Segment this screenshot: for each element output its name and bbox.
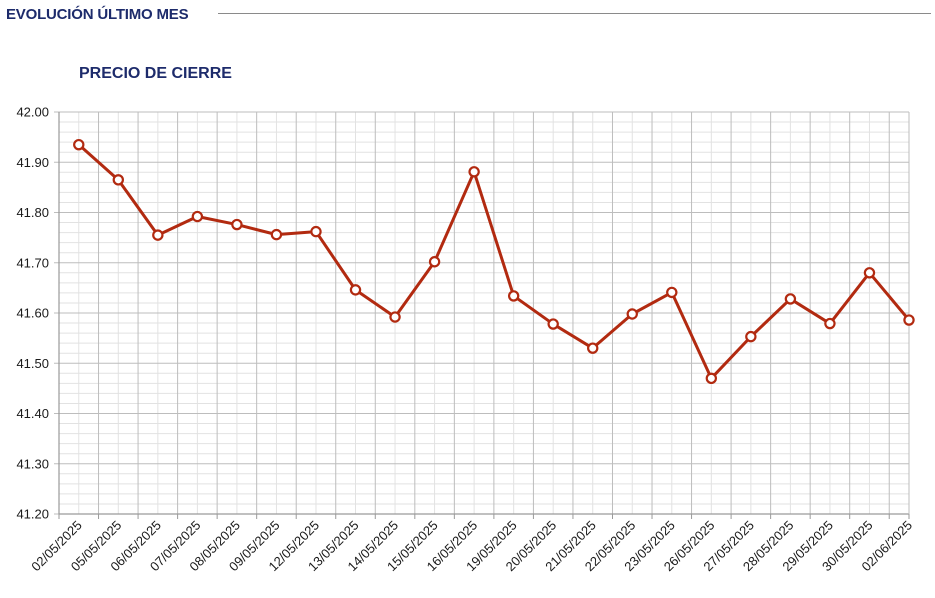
chart-minor-grid bbox=[59, 112, 910, 514]
data-point bbox=[547, 318, 559, 330]
data-point bbox=[310, 225, 322, 238]
data-point bbox=[468, 166, 480, 178]
data-point bbox=[73, 138, 85, 151]
data-point bbox=[349, 284, 362, 296]
y-tick-label: 42.00 bbox=[16, 105, 49, 120]
y-tick-label: 41.60 bbox=[16, 306, 49, 321]
data-point bbox=[587, 342, 599, 354]
section-title: EVOLUCIÓN ÚLTIMO MES bbox=[6, 6, 189, 23]
x-axis-labels: 02/05/202505/05/202506/05/202507/05/2025… bbox=[28, 518, 915, 575]
data-point bbox=[231, 218, 243, 231]
chart-series bbox=[73, 138, 915, 385]
data-point bbox=[705, 372, 718, 385]
y-tick-label: 41.40 bbox=[16, 406, 49, 421]
data-point bbox=[112, 174, 125, 186]
header-divider bbox=[218, 13, 931, 14]
data-point bbox=[152, 229, 164, 241]
data-point bbox=[270, 228, 283, 241]
data-point bbox=[191, 210, 204, 223]
y-tick-label: 41.70 bbox=[16, 255, 49, 270]
data-point bbox=[745, 330, 757, 343]
y-tick-label: 41.30 bbox=[16, 456, 49, 471]
y-tick-label: 41.90 bbox=[16, 155, 49, 170]
data-point bbox=[903, 314, 915, 326]
y-tick-label: 41.50 bbox=[16, 356, 49, 371]
data-point bbox=[824, 317, 836, 330]
chart-title: PRECIO DE CIERRE bbox=[79, 65, 232, 82]
data-point bbox=[428, 256, 441, 268]
data-point bbox=[507, 290, 520, 302]
chart-axes bbox=[58, 112, 910, 519]
data-point bbox=[666, 286, 678, 299]
data-point bbox=[626, 308, 638, 320]
data-point bbox=[863, 267, 876, 279]
y-tick-label: 41.20 bbox=[16, 507, 49, 522]
data-point bbox=[784, 293, 797, 305]
section-header: EVOLUCIÓN ÚLTIMO MES bbox=[0, 0, 935, 30]
chart-major-grid bbox=[54, 111, 909, 515]
y-tick-label: 41.80 bbox=[16, 205, 49, 220]
data-point bbox=[389, 311, 401, 323]
y-axis-labels: 41.20 41.30 41.40 41.50 41.60 41.70 41.80 41.90… bbox=[16, 105, 49, 522]
series-line bbox=[77, 143, 911, 380]
